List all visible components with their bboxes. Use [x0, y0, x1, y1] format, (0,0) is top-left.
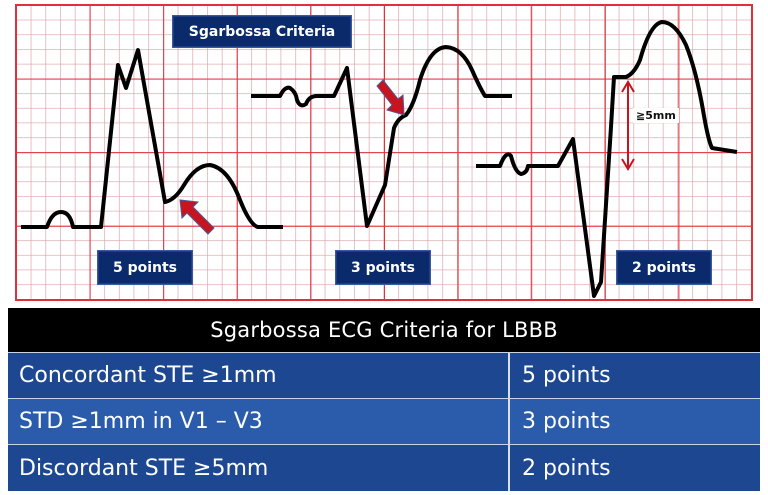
- table-row: Concordant STE ≥1mm 5 points: [8, 352, 760, 398]
- diagram-title: Sgarbossa Criteria: [172, 15, 352, 48]
- panel-label-3-points: 3 points: [335, 250, 431, 285]
- panel-label-2-points: 2 points: [616, 250, 712, 285]
- ecg-grid-diagram: [15, 4, 753, 301]
- red-arrow-icon: [179, 199, 215, 235]
- table-row: STD ≥1mm in V1 – V3 3 points: [8, 398, 760, 444]
- criterion-cell: Concordant STE ≥1mm: [8, 353, 510, 398]
- table-row: Discordant STE ≥5mm 2 points: [8, 444, 760, 491]
- panel-label-5-points: 5 points: [97, 250, 193, 285]
- criterion-cell: STD ≥1mm in V1 – V3: [8, 399, 510, 444]
- measurement-label: ≧5mm: [633, 108, 679, 123]
- measurement-arrow-icon: [621, 80, 635, 171]
- points-cell: 5 points: [522, 363, 611, 388]
- ecg-trace-discordant-ste: [476, 20, 738, 298]
- ecg-trace-concordant-ste: [21, 48, 283, 229]
- ecg-trace-st-depression: [251, 45, 512, 228]
- criterion-cell: Discordant STE ≥5mm: [8, 445, 510, 491]
- table-header: Sgarbossa ECG Criteria for LBBB: [8, 308, 760, 352]
- points-cell: 2 points: [522, 455, 611, 481]
- red-arrow-icon: [376, 79, 405, 116]
- points-cell: 3 points: [522, 409, 611, 434]
